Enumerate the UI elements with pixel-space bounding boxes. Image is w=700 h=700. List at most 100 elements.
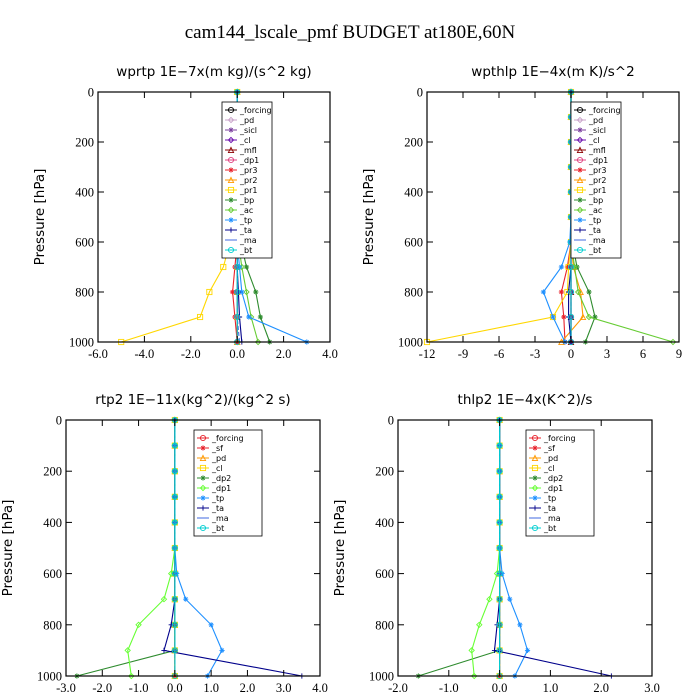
legend-marker — [200, 475, 206, 481]
legend-marker — [576, 206, 584, 214]
legend-marker — [532, 495, 538, 501]
data-point — [219, 647, 225, 653]
legend-entry: _dp2 — [197, 474, 231, 483]
data-point — [246, 314, 252, 320]
legend-marker — [228, 197, 234, 203]
y-axis-label: Pressure [hPa] — [32, 169, 48, 266]
legend-entry: _forcing — [225, 106, 272, 115]
legend-label: _mfl — [588, 146, 606, 155]
legend-entry: _ma — [197, 514, 229, 523]
data-point — [561, 314, 567, 320]
legend-label: _ma — [211, 514, 229, 523]
x-tick-label: 0.0 — [492, 681, 508, 695]
data-point — [577, 288, 584, 296]
legend-marker — [227, 186, 235, 194]
legend-label: _pr3 — [588, 166, 606, 175]
data-point — [491, 647, 498, 653]
data-point — [567, 263, 575, 271]
y-tick-label: 0 — [56, 414, 62, 428]
legend-marker — [228, 167, 234, 173]
y-tick-label: 200 — [75, 136, 94, 150]
y-axis-label: Pressure [hPa] — [361, 169, 377, 266]
legend-label: _dp1 — [239, 156, 259, 165]
data-point — [183, 596, 189, 602]
legend-marker — [227, 136, 235, 144]
x-tick-label: -12 — [419, 347, 436, 361]
legend-entry: _cl — [197, 464, 223, 473]
x-tick-label: 6 — [640, 347, 646, 361]
legend-entry: _dp1 — [529, 484, 563, 493]
data-point — [160, 595, 168, 603]
legend-marker — [199, 454, 207, 462]
legend-label: _cl — [239, 136, 251, 145]
series-line — [121, 92, 238, 343]
data-point — [253, 289, 259, 295]
legend-marker — [531, 454, 539, 462]
legend-entry: _cl — [574, 136, 600, 145]
legend-label: _pr2 — [239, 176, 257, 185]
data-point — [171, 621, 178, 628]
data-point — [470, 672, 478, 680]
legend-marker — [227, 206, 235, 214]
data-point — [496, 596, 503, 603]
legend-marker — [577, 227, 583, 233]
panel-title: wpthlp 1E−4x(m K)/s^2 — [471, 64, 634, 80]
data-point — [257, 314, 263, 320]
legend-entry: _ta — [574, 226, 601, 235]
y-tick-label: 0 — [417, 86, 423, 100]
data-point — [496, 468, 503, 475]
data-point — [567, 288, 575, 296]
data-point — [124, 647, 131, 654]
data-point — [496, 442, 503, 449]
legend-label: _ta — [543, 504, 556, 513]
legend-marker — [576, 136, 584, 144]
legend-entry: _ma — [529, 514, 561, 523]
legend-marker — [228, 127, 234, 133]
y-tick-label: 0 — [388, 414, 394, 428]
legend-marker — [576, 106, 584, 114]
x-tick-label: -6.0 — [88, 347, 108, 361]
y-tick-label: 400 — [75, 186, 94, 200]
legend-entry: _ta — [197, 504, 224, 513]
data-point — [171, 570, 178, 577]
legend-label: _pr1 — [588, 186, 606, 195]
y-tick-label: 400 — [43, 516, 62, 530]
legend-marker — [577, 127, 583, 133]
legend-entry: _tp — [197, 494, 224, 503]
data-point — [171, 519, 178, 526]
legend-entry: _cl — [529, 464, 555, 473]
data-point — [496, 544, 503, 552]
x-tick-label: -1.0 — [439, 681, 459, 695]
legend-entry: _pd — [197, 454, 226, 463]
legend-label: _ac — [239, 206, 253, 215]
legend-label: _dp1 — [543, 484, 563, 493]
legend-label: _ma — [543, 514, 561, 523]
legend-label: _forcing — [239, 106, 272, 115]
legend-marker — [200, 495, 206, 501]
data-point — [558, 264, 564, 270]
data-point — [579, 313, 587, 321]
legend-label: _dp2 — [211, 474, 231, 483]
series-dp2 — [74, 417, 178, 679]
legend-label: _forcing — [543, 434, 576, 443]
legend-marker — [576, 156, 584, 164]
legend-marker — [228, 227, 234, 233]
legend-label: _ta — [239, 226, 252, 235]
x-tick-label: 2.0 — [593, 681, 609, 695]
legend-marker — [532, 505, 538, 511]
data-point — [517, 622, 523, 628]
legend-marker — [576, 186, 584, 194]
x-tick-label: 0.0 — [167, 681, 183, 695]
y-axis-label: Pressure [hPa] — [332, 500, 348, 597]
data-point — [476, 621, 483, 629]
legend-entry: _pd — [225, 116, 254, 125]
legend-label: _sf — [211, 444, 223, 453]
panels-container: wprtp 1E−7x(m kg)/(s^2 kg) Pressure [hPa]… — [0, 64, 682, 695]
legend-label: _sicl — [588, 126, 606, 135]
data-point — [171, 647, 178, 654]
y-tick-label: 800 — [75, 286, 94, 300]
legend-marker — [576, 176, 584, 184]
legend-entry: _ta — [225, 226, 252, 235]
series-bt — [496, 416, 503, 680]
data-point — [254, 338, 262, 346]
